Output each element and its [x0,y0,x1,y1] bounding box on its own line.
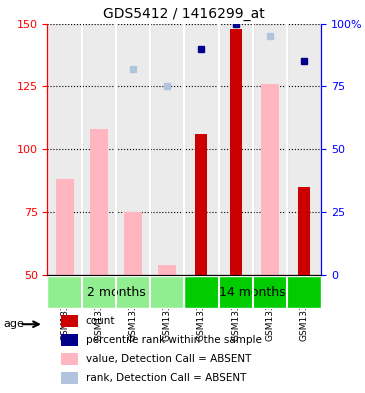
Bar [82,24,116,275]
Text: value, Detection Call = ABSENT: value, Detection Call = ABSENT [86,354,251,364]
Bar [47,24,82,275]
FancyBboxPatch shape [47,276,184,308]
Text: 14 months: 14 months [219,286,286,299]
Text: percentile rank within the sample: percentile rank within the sample [86,335,262,345]
Bar [61,334,77,346]
Text: count: count [86,316,115,326]
Bar [219,24,253,275]
Bar [61,372,77,384]
FancyBboxPatch shape [184,276,321,308]
Bar [261,84,279,275]
Bar [61,315,77,327]
Bar [124,212,142,275]
Bar [150,24,184,275]
Title: GDS5412 / 1416299_at: GDS5412 / 1416299_at [103,7,265,21]
Bar [116,24,150,275]
Bar [55,179,73,275]
Bar [298,187,310,275]
Bar [287,24,321,275]
Bar [195,134,207,275]
Bar [158,264,176,275]
Bar [90,129,108,275]
Bar [61,353,77,365]
Bar [253,24,287,275]
Text: rank, Detection Call = ABSENT: rank, Detection Call = ABSENT [86,373,246,383]
Text: 2 months: 2 months [87,286,145,299]
Text: age: age [4,319,24,329]
Bar [184,24,219,275]
Bar [230,29,242,275]
